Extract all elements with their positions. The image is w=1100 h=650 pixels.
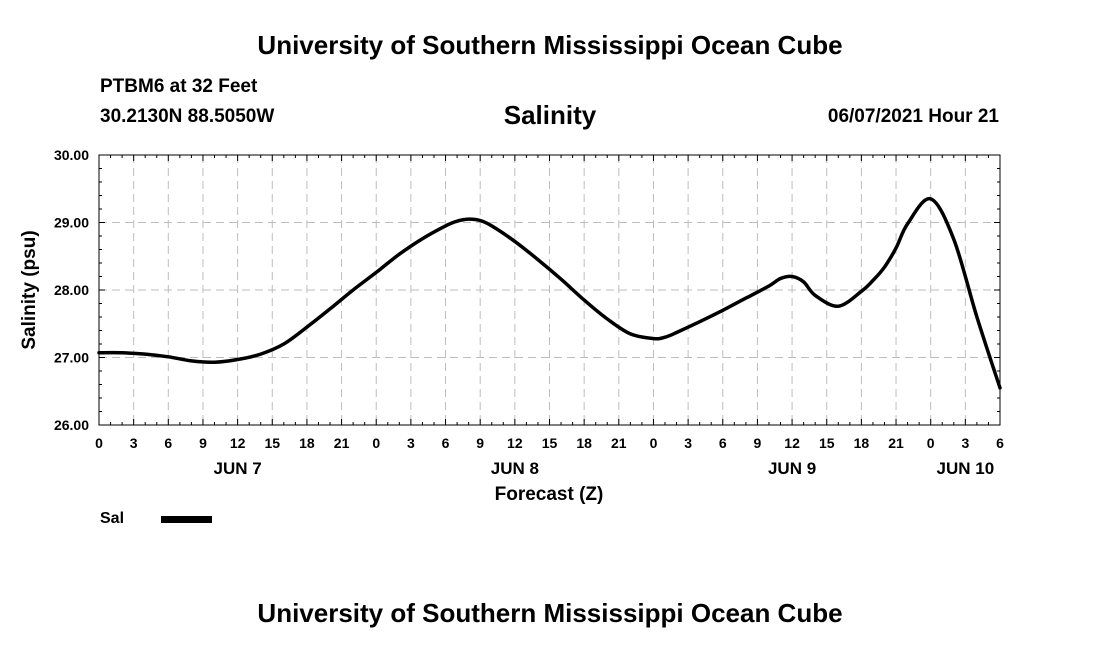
x-tick-label: 21 (888, 435, 904, 451)
legend-swatch (161, 516, 212, 523)
x-tick-label: 0 (95, 435, 103, 451)
x-tick-label: 3 (130, 435, 138, 451)
x-tick-label: 9 (199, 435, 207, 451)
date-label: JUN 7 (214, 459, 262, 478)
grid-lines (99, 155, 1000, 425)
x-tick-label: 6 (164, 435, 172, 451)
x-tick-label: 18 (576, 435, 592, 451)
x-tick-label: 0 (372, 435, 380, 451)
date-label: JUN 9 (768, 459, 816, 478)
x-tick-label: 0 (650, 435, 658, 451)
x-tick-label: 12 (784, 435, 800, 451)
x-tick-label: 18 (299, 435, 315, 451)
series-line-sal (97, 197, 1002, 390)
date-label: JUN 8 (491, 459, 539, 478)
x-tick-label: 15 (264, 435, 280, 451)
page-title: University of Southern Mississippi Ocean… (257, 30, 843, 60)
x-tick-label: 3 (407, 435, 415, 451)
y-tick-label: 27.00 (54, 350, 89, 366)
footer-title: University of Southern Mississippi Ocean… (257, 598, 843, 628)
series-layer (97, 197, 1002, 390)
x-tick-label: 6 (996, 435, 1004, 451)
forecast-timestamp: 06/07/2021 Hour 21 (827, 106, 999, 127)
x-tick-label: 12 (230, 435, 246, 451)
x-tick-label: 15 (542, 435, 558, 451)
x-tick-label: 12 (507, 435, 523, 451)
x-axis-label: Forecast (Z) (495, 484, 604, 505)
axis-tick-labels: 0 3 6 9 12 15 18 21 0 3 6 9 12 15 18 21 0 3 6 9 12 15 18 21 0 3 6J… (54, 147, 1004, 478)
x-tick-label: 9 (476, 435, 484, 451)
y-axis-label: Salinity (psu) (19, 230, 40, 349)
y-tick-label: 29.00 (54, 215, 89, 231)
chart-title: Salinity (503, 100, 597, 130)
x-tick-label: 3 (961, 435, 969, 451)
x-tick-label: 0 (927, 435, 935, 451)
x-tick-label: 21 (334, 435, 350, 451)
x-tick-label: 18 (854, 435, 870, 451)
x-tick-label: 21 (611, 435, 627, 451)
station-coordinates: 30.2130N 88.5050W (100, 106, 275, 127)
x-tick-label: 6 (719, 435, 727, 451)
date-label: JUN 10 (937, 459, 995, 478)
x-tick-label: 6 (442, 435, 450, 451)
station-label: PTBM6 at 32 Feet (100, 76, 258, 97)
x-tick-label: 3 (684, 435, 692, 451)
x-tick-label: 15 (819, 435, 835, 451)
axis-ticks (98, 154, 1001, 426)
y-tick-label: 28.00 (54, 282, 89, 298)
x-tick-label: 9 (754, 435, 762, 451)
y-tick-label: 30.00 (54, 147, 89, 163)
y-tick-label: 26.00 (54, 417, 89, 433)
legend-label: Sal (100, 510, 125, 527)
